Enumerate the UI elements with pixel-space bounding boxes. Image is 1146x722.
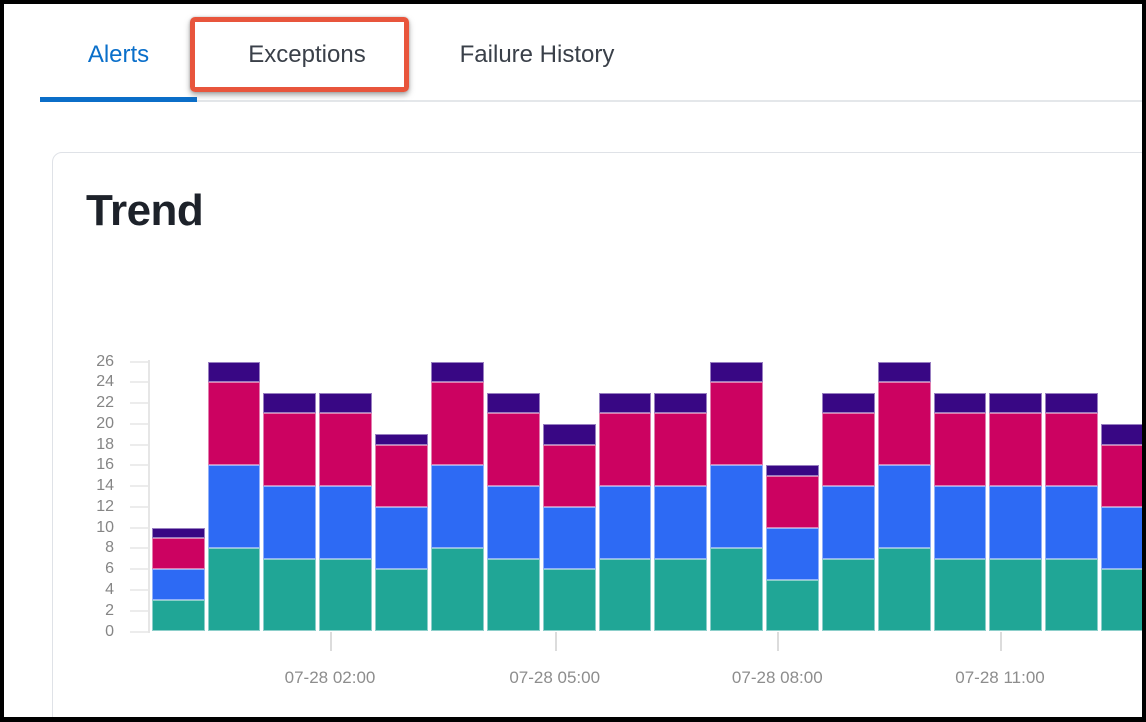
- bar-segment-blue[interactable]: [319, 486, 373, 559]
- bar-segment-blue[interactable]: [151, 569, 205, 601]
- bar-segment-teal[interactable]: [933, 558, 987, 632]
- bar-segment-blue[interactable]: [1045, 486, 1099, 559]
- bar-segment-blue[interactable]: [654, 486, 708, 559]
- bar-segment-magenta[interactable]: [766, 475, 819, 528]
- bar-segment-teal[interactable]: [486, 558, 540, 632]
- bar-segment-teal[interactable]: [263, 558, 317, 632]
- bar-segment-blue[interactable]: [263, 486, 317, 559]
- bar-segment-magenta[interactable]: [430, 382, 484, 466]
- trend-chart: 0 2 4 6 8 10 12 14 16 18 20 22 24 26 07-28 02:00 07-28 …: [4, 4, 1142, 717]
- bar-segment-magenta[interactable]: [486, 413, 540, 487]
- bar-segment-purple[interactable]: [263, 392, 317, 414]
- tab-bar-divider: [40, 100, 1142, 102]
- bar-segment-teal[interactable]: [1101, 569, 1142, 632]
- bar-segment-magenta[interactable]: [207, 382, 261, 466]
- bar-segment-purple[interactable]: [542, 423, 596, 445]
- tab-bar: Alerts Exceptions Failure History: [4, 4, 1142, 106]
- bar-segment-blue[interactable]: [1101, 506, 1142, 570]
- bar-segment-purple[interactable]: [375, 434, 428, 445]
- tab-exceptions-label: Exceptions: [248, 41, 366, 68]
- bar-segment-blue[interactable]: [375, 506, 428, 570]
- bar-segment-magenta[interactable]: [151, 538, 205, 570]
- bar-segment-teal[interactable]: [542, 569, 596, 632]
- bar-segment-teal[interactable]: [598, 558, 652, 632]
- bar-segment-blue[interactable]: [598, 486, 652, 559]
- bar-segment-blue[interactable]: [430, 465, 484, 549]
- bar-segment-magenta[interactable]: [989, 413, 1043, 487]
- bar-segment-purple[interactable]: [654, 392, 708, 414]
- bar-segment-purple[interactable]: [933, 392, 987, 414]
- bar-segment-magenta[interactable]: [598, 413, 652, 487]
- bar-segment-blue[interactable]: [766, 527, 819, 580]
- bar-segment-teal[interactable]: [319, 558, 373, 632]
- active-tab-underline: [40, 97, 197, 102]
- bar-segment-magenta[interactable]: [1101, 444, 1142, 507]
- bar-segment-blue[interactable]: [989, 486, 1043, 559]
- bar-segment-teal[interactable]: [766, 579, 819, 632]
- bar-segment-blue[interactable]: [821, 486, 875, 559]
- bar-segment-magenta[interactable]: [319, 413, 373, 487]
- bar-segment-teal[interactable]: [821, 558, 875, 632]
- bar-segment-purple[interactable]: [486, 392, 540, 414]
- bar-segment-magenta[interactable]: [1045, 413, 1099, 487]
- bar-segment-teal[interactable]: [151, 600, 205, 632]
- bar-segment-teal[interactable]: [989, 558, 1043, 632]
- bar-segment-blue[interactable]: [877, 465, 931, 549]
- bar-segment-purple[interactable]: [319, 392, 373, 414]
- bar-segment-purple[interactable]: [989, 392, 1043, 414]
- bar-segment-purple[interactable]: [151, 527, 205, 539]
- bar-segment-teal[interactable]: [375, 569, 428, 632]
- bar-segment-teal[interactable]: [710, 548, 764, 632]
- bar-segment-purple[interactable]: [821, 392, 875, 414]
- bar-segment-teal[interactable]: [207, 548, 261, 632]
- bar-segment-purple[interactable]: [1045, 392, 1099, 414]
- bar-segment-purple[interactable]: [877, 361, 931, 383]
- bar-segment-blue[interactable]: [542, 506, 596, 570]
- bar-segment-magenta[interactable]: [710, 382, 764, 466]
- bar-segment-magenta[interactable]: [542, 444, 596, 507]
- bar-segment-teal[interactable]: [654, 558, 708, 632]
- bar-segment-blue[interactable]: [933, 486, 987, 559]
- bar-segment-magenta[interactable]: [933, 413, 987, 487]
- bar-segment-magenta[interactable]: [654, 413, 708, 487]
- tab-failure-history-label: Failure History: [459, 41, 615, 68]
- bar-segment-purple[interactable]: [598, 392, 652, 414]
- bar-segment-magenta[interactable]: [877, 382, 931, 466]
- bar-segment-purple[interactable]: [1101, 423, 1142, 445]
- bar-segment-purple[interactable]: [207, 361, 261, 383]
- tab-alerts[interactable]: Alerts: [40, 10, 197, 100]
- bar-segment-purple[interactable]: [710, 361, 764, 383]
- bar-segment-teal[interactable]: [877, 548, 931, 632]
- bar-segment-blue[interactable]: [486, 486, 540, 559]
- tab-alerts-label: Alerts: [87, 41, 150, 68]
- bar-segment-purple[interactable]: [766, 465, 819, 476]
- card-title: Trend: [86, 186, 204, 235]
- bar-segment-purple[interactable]: [430, 361, 484, 383]
- bar-segment-blue[interactable]: [207, 465, 261, 549]
- bar-segment-magenta[interactable]: [263, 413, 317, 487]
- tab-failure-history[interactable]: Failure History: [417, 10, 657, 100]
- bar-segment-teal[interactable]: [430, 548, 484, 632]
- bar-segment-magenta[interactable]: [821, 413, 875, 487]
- tab-exceptions[interactable]: Exceptions: [197, 10, 417, 100]
- bar-segment-magenta[interactable]: [375, 444, 428, 507]
- bar-segment-teal[interactable]: [1045, 558, 1099, 632]
- app-page: Alerts Exceptions Failure History Trend …: [4, 4, 1142, 717]
- bar-segment-blue[interactable]: [710, 465, 764, 549]
